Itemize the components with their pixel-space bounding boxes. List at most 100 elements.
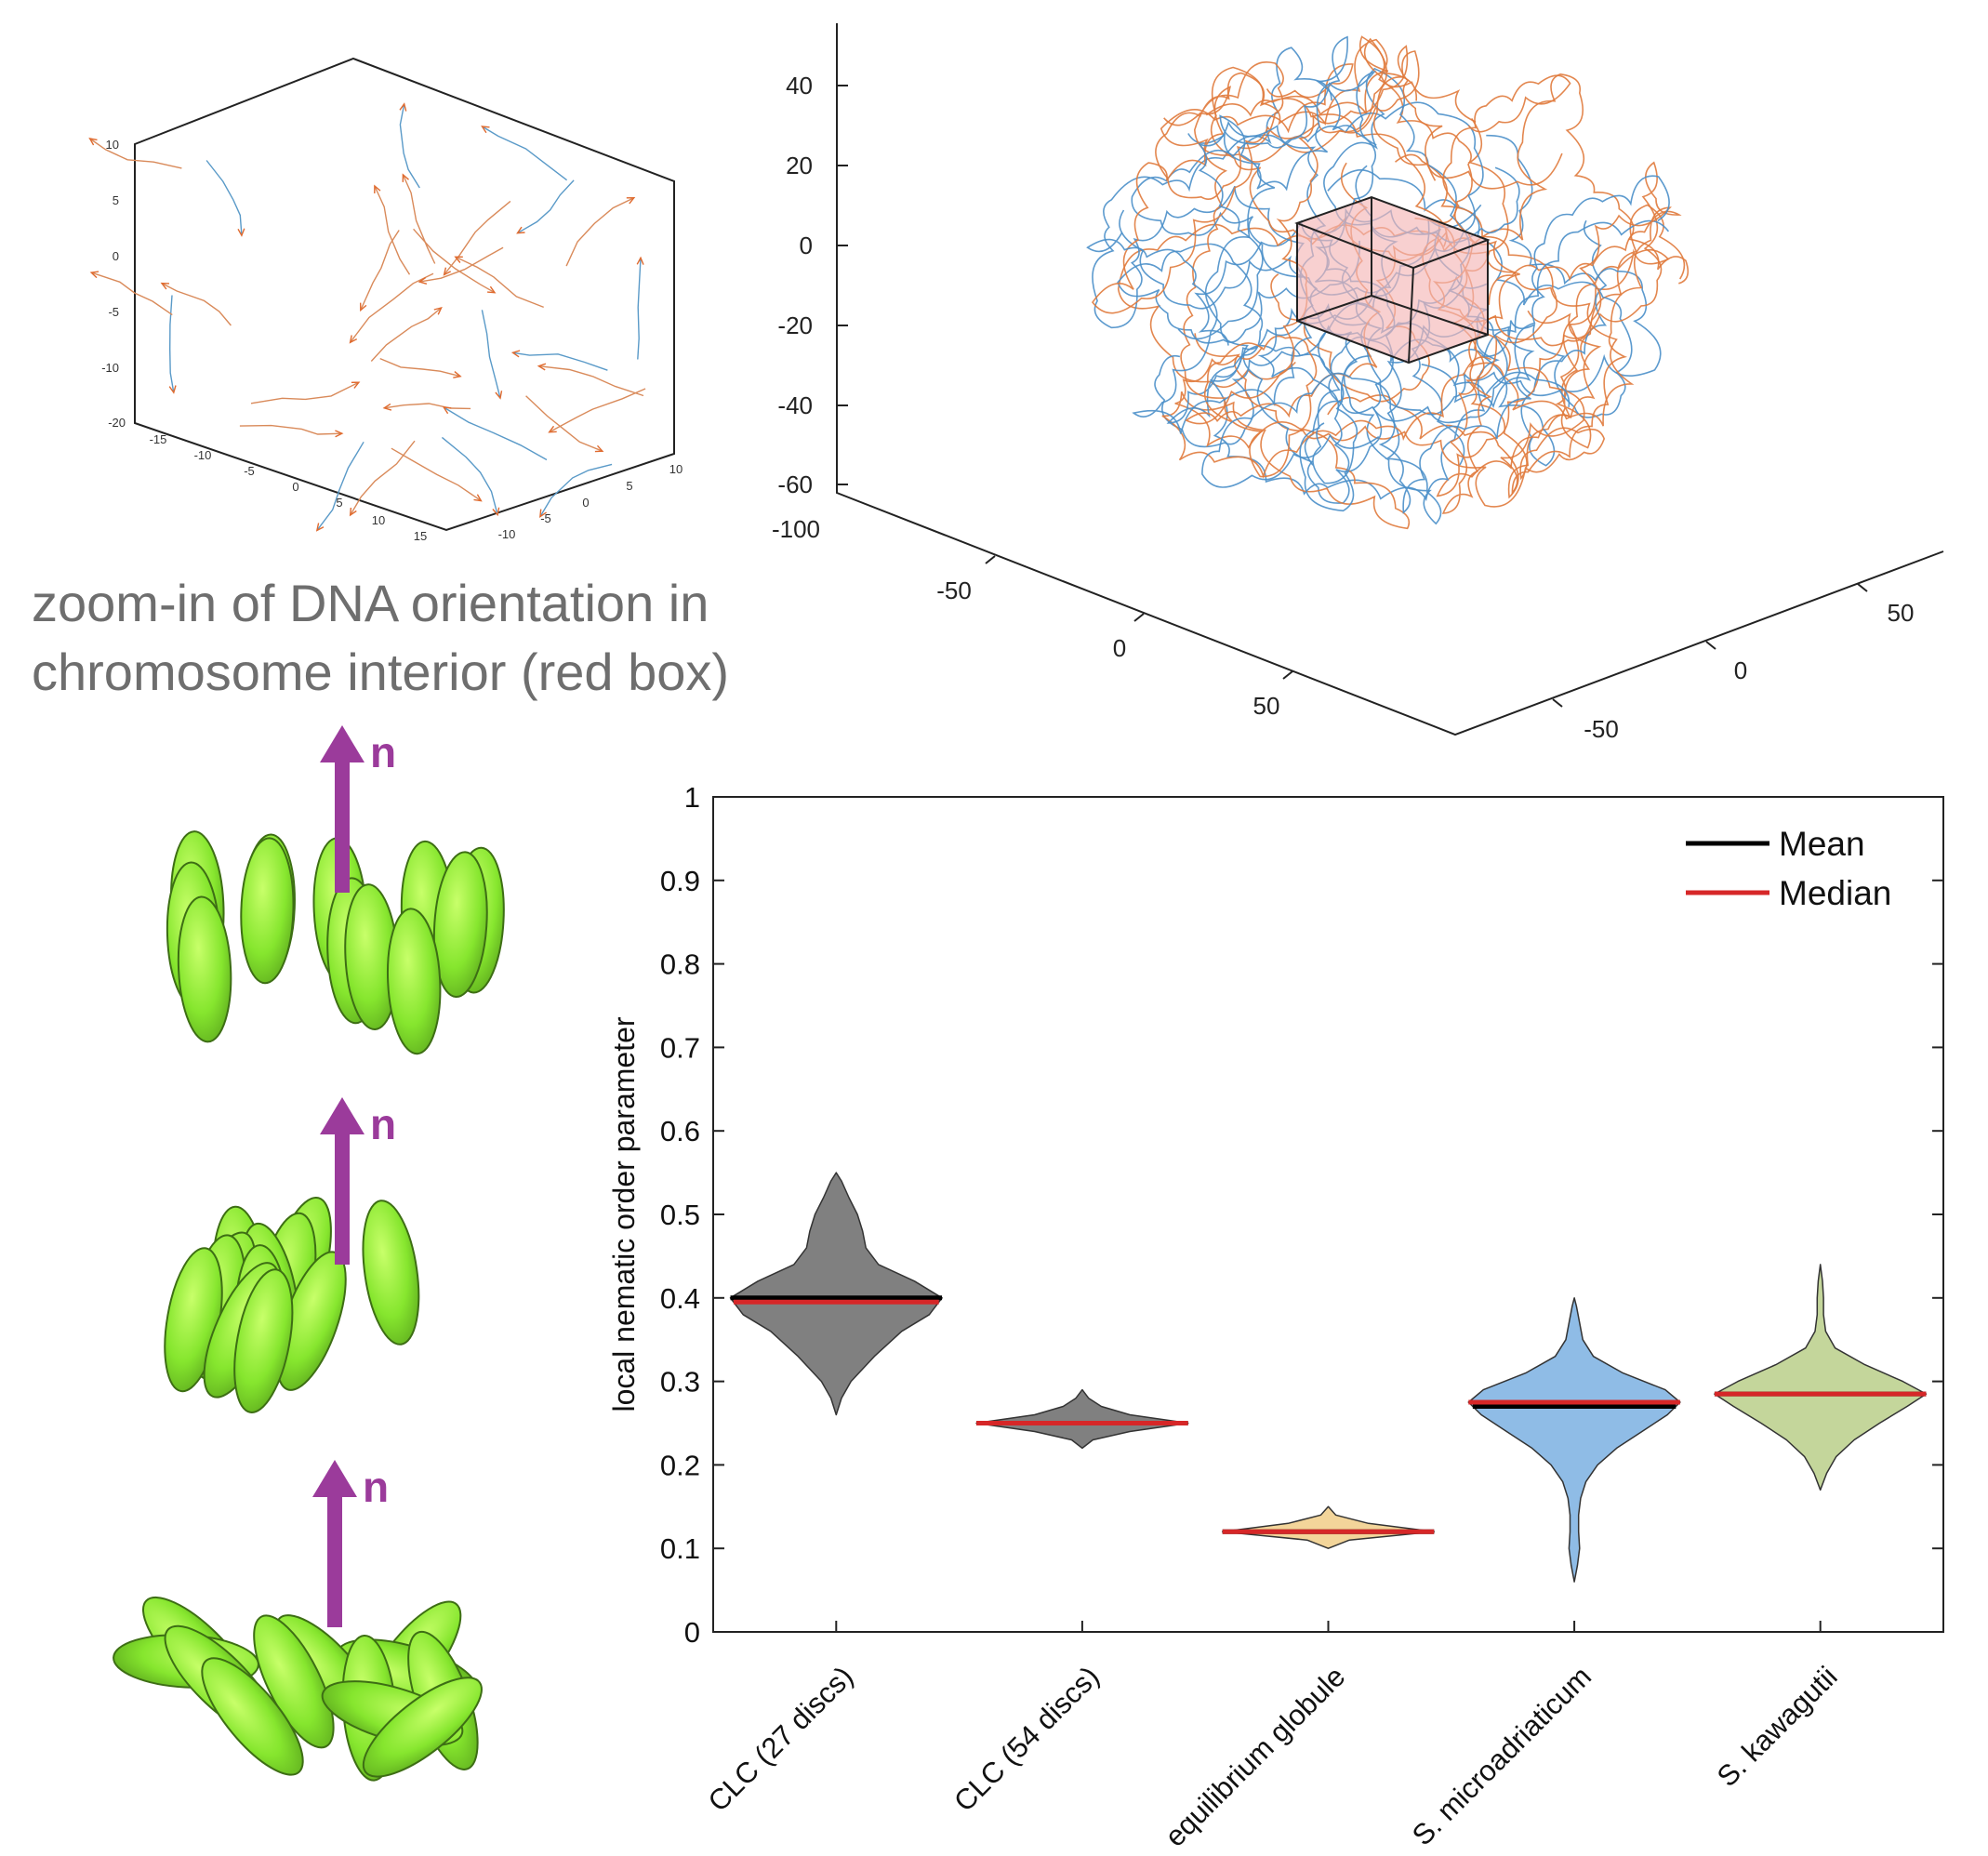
zoom-caption-line1: zoom-in of DNA orientation in: [32, 574, 709, 632]
zoom-arrowhead: [88, 138, 98, 146]
chromosome-strand: [1161, 346, 1491, 530]
zoom-arrowhead: [349, 507, 357, 517]
y-tick-label: 0.8: [660, 948, 700, 981]
zoom-z-tick: 5: [113, 193, 119, 207]
zoom-arrowhead: [537, 363, 547, 371]
director-label: n: [363, 1463, 389, 1511]
zoom-plot-box: [134, 57, 675, 532]
x-axis-labels: CLC (27 discs) CLC (54 discs) equilibrium …: [702, 1621, 1844, 1853]
zoom-arrowhead: [510, 350, 521, 358]
x-tick-label: CLC (27 discs): [702, 1660, 860, 1818]
chromosome-strand: [1117, 240, 1360, 484]
y-tick-label: 0.4: [660, 1282, 700, 1315]
y-tick-label: 0.7: [660, 1031, 700, 1064]
y-tick-label: 0.9: [660, 865, 700, 897]
chromosome-strand: [1086, 120, 1327, 434]
chromosome-strand: [1327, 169, 1633, 467]
chromosome-strand: [1414, 206, 1672, 496]
zoom-strand: [481, 310, 501, 399]
zoom-y-tick: 5: [626, 479, 632, 493]
zoom-arrowhead: [433, 306, 443, 315]
zoom-strand: [512, 351, 608, 371]
zoom-strand: [565, 197, 635, 267]
chromosome-y-tick: -50: [1584, 715, 1619, 743]
zoom-arrowhead: [548, 425, 557, 433]
zoom-caption: zoom-in of DNA orientation in chromosome…: [32, 569, 729, 707]
nematic-disc: [362, 1200, 420, 1346]
director-arrow-shaft: [327, 1488, 342, 1627]
zoom-strand: [391, 447, 482, 502]
zoom-arrowhead: [402, 173, 409, 182]
director-arrow-head: [320, 725, 364, 762]
zoom-strand: [89, 138, 182, 169]
chromosome-z-ticks: 40 20 0 -20 -40 -60 -100: [772, 72, 848, 543]
zoom-arrowhead: [349, 335, 358, 344]
zoom-strand: [374, 185, 411, 275]
x-tick-label: equilibrium globule: [1159, 1660, 1352, 1853]
zoom-arrowhead: [160, 282, 170, 290]
zoom-in-3d-plot: 10 5 0 -5 -10 -20 -15 -10 -5 0 5 10 15 -…: [88, 57, 683, 543]
zoom-arrowhead: [495, 391, 503, 400]
zoom-y-tick: -10: [498, 527, 516, 541]
chromosome-strand: [1160, 63, 1354, 478]
chromosome-z-tick: -60: [777, 471, 813, 498]
zoom-strand: [90, 272, 173, 316]
zoom-strand: [525, 395, 603, 452]
director-arrow-head: [320, 1097, 364, 1134]
zoom-strand: [482, 126, 568, 181]
chromosome-x-ticks: -50 0 50: [936, 555, 1293, 720]
violin-body: [1714, 1264, 1928, 1491]
zoom-z-tick: 0: [113, 249, 119, 263]
zoom-strand: [402, 174, 436, 264]
zoom-strand: [443, 406, 548, 461]
zoom-x-tick: -15: [150, 432, 167, 446]
zoom-arrowhead: [374, 184, 381, 194]
nematic-disc: [253, 1614, 335, 1749]
zoom-strand: [419, 246, 504, 283]
y-axis-ticks: 0 0.1 0.2 0.3 0.4 0.5 0.6 0.7 0.8 0.9 1: [660, 781, 1943, 1649]
zoom-strands: [88, 102, 646, 532]
zoom-strand: [637, 258, 642, 360]
zoom-z-tick: -10: [101, 361, 119, 375]
zoom-arrowhead: [442, 406, 452, 415]
chromosome-strand: [1201, 175, 1670, 514]
nematic-disc: [432, 851, 488, 999]
zoom-strand: [205, 160, 243, 236]
x-tick-label: CLC (54 discs): [948, 1660, 1106, 1818]
violin-body: [1467, 1297, 1681, 1583]
nematic-disc: [362, 1677, 483, 1778]
zoom-strand: [549, 388, 646, 433]
zoom-y-tick: 10: [669, 462, 683, 476]
zoom-x-tick: 5: [336, 496, 342, 510]
nematic-disc: [233, 1268, 294, 1413]
zoom-arrowhead: [237, 228, 245, 237]
chromosome-3d-plot: 40 20 0 -20 -40 -60 -100 -50 0 50 -50 0 …: [772, 23, 1944, 743]
chromosome-x-tick: 50: [1253, 692, 1280, 720]
nematic-disc: [177, 895, 232, 1043]
zoom-arrowhead: [636, 256, 644, 265]
chromosome-strand: [1194, 153, 1606, 508]
zoom-strand: [455, 256, 544, 309]
director-label: n: [370, 1100, 396, 1148]
zoom-strand: [239, 424, 342, 435]
chromosome-z-tick: 40: [786, 72, 813, 99]
zoom-y-ticks: -10 -5 0 5 10: [498, 462, 683, 541]
zoom-strand: [250, 381, 360, 404]
zoom-x-ticks: -15 -10 -5 0 5 10 15: [150, 432, 428, 543]
zoom-z-tick: 10: [106, 138, 119, 152]
zoom-arrowhead: [454, 256, 463, 263]
zoom-y-tick: -5: [540, 511, 551, 525]
zoom-arrowhead: [453, 371, 462, 378]
chromosome-strand: [1155, 37, 1477, 200]
chart-plot-area: [712, 796, 1944, 1633]
violin-body: [975, 1388, 1189, 1450]
zoom-strand: [168, 295, 175, 393]
director-label: n: [370, 728, 396, 776]
chromosome-strand: [1436, 161, 1682, 497]
red-box-fill: [1297, 197, 1488, 363]
zoom-strand: [316, 441, 364, 531]
nematic-disc: [386, 908, 442, 1055]
zoom-z-tick: -20: [108, 416, 126, 430]
zoom-arrowhead: [473, 494, 483, 502]
